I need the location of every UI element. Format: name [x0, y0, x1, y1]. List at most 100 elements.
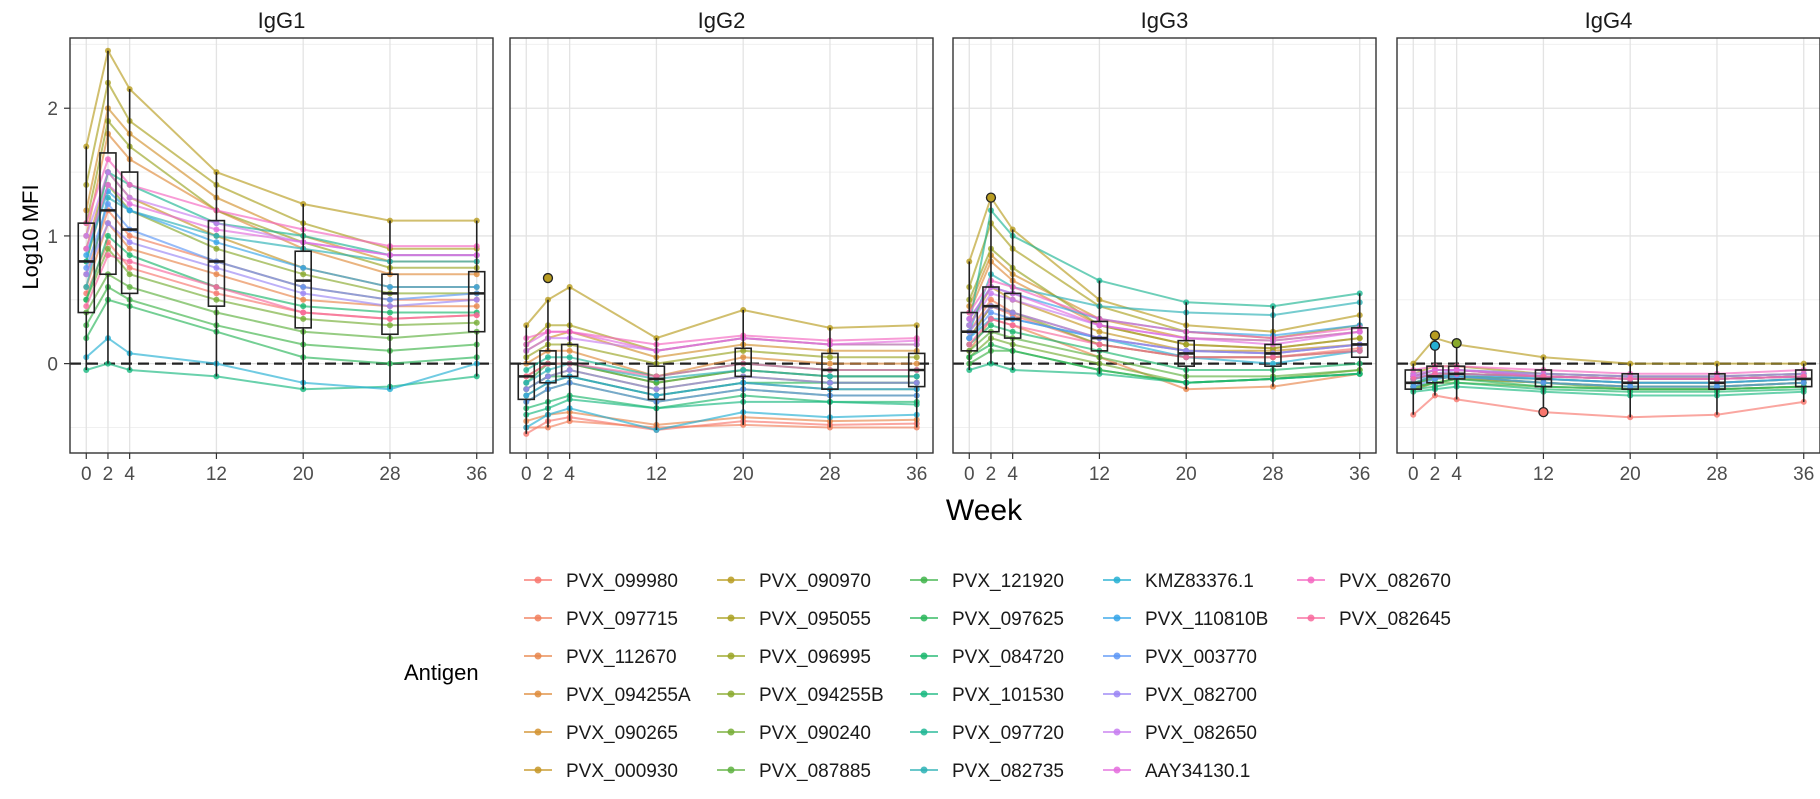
data-point — [104, 181, 111, 188]
x-tick-label: 28 — [819, 464, 840, 485]
panel-border — [952, 37, 1377, 454]
outlier-point — [1429, 340, 1441, 351]
legend-label: PVX_099980 — [566, 571, 678, 592]
data-point — [213, 232, 220, 239]
data-point — [126, 284, 133, 290]
x-tick-label: 0 — [1408, 464, 1419, 485]
data-point — [1269, 360, 1276, 367]
data-point — [386, 309, 393, 316]
panel-background — [510, 38, 933, 453]
data-point — [83, 252, 90, 259]
legend-label: PVX_096995 — [759, 647, 871, 668]
data-point — [523, 392, 530, 399]
box-iqr — [294, 250, 312, 329]
panel-border — [1396, 37, 1820, 454]
data-point — [523, 367, 530, 373]
data-point — [386, 296, 393, 303]
legend-item: PVX_000930 — [524, 761, 678, 782]
data-point — [544, 354, 551, 361]
panel-inner — [1397, 38, 1820, 453]
data-point — [213, 284, 220, 290]
legend-item: PVX_101530 — [910, 685, 1064, 706]
x-tick-label: 4 — [564, 464, 575, 485]
x-tick-label: 12 — [206, 464, 227, 485]
data-point — [300, 296, 307, 303]
data-point — [987, 290, 994, 297]
legend-item: PVX_099980 — [524, 571, 678, 592]
legend-label: PVX_082650 — [1145, 723, 1257, 744]
data-point — [1009, 322, 1016, 329]
data-point — [83, 232, 90, 239]
legend-item: PVX_095055 — [717, 609, 871, 630]
data-point — [126, 201, 133, 207]
data-point — [83, 271, 90, 278]
box-iqr — [99, 152, 117, 276]
data-point — [300, 315, 307, 322]
legend-item: PVX_097720 — [910, 723, 1064, 744]
legend-item: PVX_090970 — [717, 571, 871, 592]
legend-key-point — [727, 652, 735, 660]
box-iqr — [517, 362, 536, 401]
legend-label: PVX_082700 — [1145, 685, 1257, 706]
data-point — [213, 239, 220, 246]
panel-border — [69, 37, 494, 454]
data-point — [913, 360, 920, 367]
x-tick-label: 28 — [1262, 464, 1283, 485]
x-tick-label: 12 — [1089, 464, 1110, 485]
legend-label: AAY34130.1 — [1145, 761, 1250, 782]
outlier-point — [1538, 406, 1549, 418]
data-point — [966, 322, 973, 329]
legend-label: PVX_082670 — [1339, 571, 1451, 592]
data-point — [126, 194, 133, 201]
legend-key-point — [1307, 576, 1315, 584]
panel-background — [953, 38, 1376, 453]
data-point — [1356, 347, 1363, 354]
facet-panel-igg4: IgG4 0 2 4 12 20 28 36 — [1396, 8, 1820, 485]
legend-key-point — [534, 690, 542, 698]
data-point — [473, 319, 480, 326]
outlier-point — [542, 272, 554, 284]
panel-border — [509, 37, 934, 454]
y-tick-label: 1 — [47, 227, 58, 248]
y-tick-label: 0 — [47, 355, 58, 376]
x-tick-label: 20 — [293, 464, 314, 485]
data-point — [126, 264, 133, 271]
legend-label: PVX_094255A — [566, 685, 691, 706]
facet-title: IgG2 — [698, 8, 746, 33]
box-iqr — [77, 222, 96, 314]
legend-key-point — [534, 728, 542, 736]
legend-key-point — [534, 652, 542, 660]
data-point — [987, 322, 994, 329]
legend-item: PVX_090240 — [717, 723, 871, 744]
box-iqr — [560, 343, 579, 378]
box-iqr — [467, 270, 486, 333]
legend-label: PVX_110810B — [1145, 609, 1268, 630]
legend-key-point — [534, 766, 542, 774]
legend-item: PVX_082670 — [1297, 571, 1451, 592]
box-iqr — [1404, 369, 1423, 390]
facet-panel-igg3: IgG3 0 2 4 12 20 28 36 — [952, 8, 1377, 485]
data-point — [473, 303, 480, 310]
x-tick-label: 36 — [466, 464, 487, 485]
data-point — [653, 392, 660, 399]
data-point — [913, 354, 920, 361]
data-point — [566, 347, 573, 354]
data-point — [473, 271, 480, 278]
data-point — [544, 373, 551, 380]
data-point — [300, 264, 307, 271]
legend-label: PVX_000930 — [566, 761, 678, 782]
data-point — [1009, 309, 1016, 316]
legend-key-point — [920, 690, 928, 698]
legend-label: KMZ83376.1 — [1145, 571, 1254, 592]
legend-label: PVX_003770 — [1145, 647, 1257, 668]
legend-label: PVX_112670 — [566, 647, 677, 668]
legend-label: PVX_087885 — [759, 761, 871, 782]
data-point — [826, 360, 833, 367]
box-iqr — [1350, 327, 1369, 359]
facet-title: IgG4 — [1585, 8, 1633, 33]
facet-title: IgG3 — [1141, 8, 1189, 33]
panel-inner — [510, 38, 933, 453]
data-point — [523, 386, 530, 393]
data-point — [300, 271, 307, 278]
